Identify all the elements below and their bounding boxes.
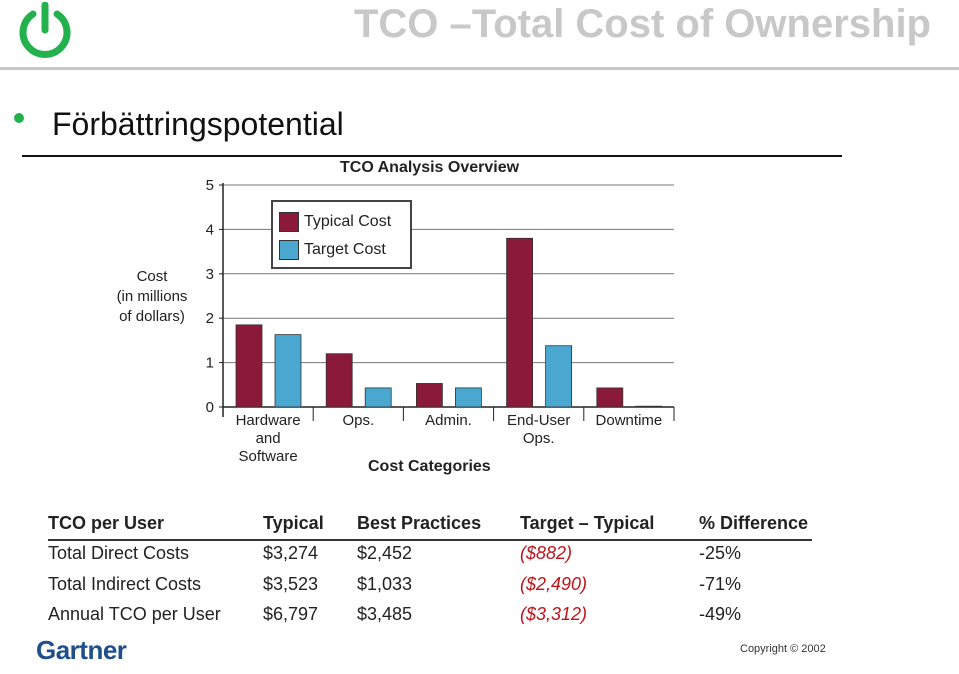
table-header-cell: TCO per User — [48, 513, 165, 533]
x-tick-label: Admin. — [425, 412, 472, 429]
bar — [364, 387, 392, 408]
page-title: TCO –Total Cost of Ownership — [353, 2, 931, 46]
x-tick-label: Ops. — [342, 412, 374, 429]
table-cell: ($882) — [520, 543, 573, 563]
x-tick-label: Software — [238, 448, 297, 465]
gartner-logo: Gartner — [36, 635, 127, 665]
title-divider — [0, 67, 959, 70]
table-header-cell: Target – Typical — [520, 513, 655, 533]
y-axis-label-line: of dollars) — [119, 308, 185, 325]
table-row: Total Indirect Costs $3,523 $1,033 ($2,4… — [48, 574, 848, 602]
y-tick-label: 5 — [206, 177, 214, 194]
table-cell: $1,033 — [357, 574, 413, 594]
y-tick-label: 3 — [206, 266, 214, 283]
x-tick-label: Ops. — [523, 430, 555, 447]
table-cell: Total Direct Costs — [48, 543, 190, 563]
chart-legend: Typical Cost Target Cost — [271, 200, 412, 269]
y-axis-label-line: (in millions — [116, 288, 188, 305]
legend-label: Typical Cost — [304, 213, 392, 230]
copyright-text: Copyright © 2002 — [740, 643, 826, 655]
x-tick-label: Hardware — [236, 412, 301, 429]
bar — [415, 383, 443, 408]
table-cell: $6,797 — [263, 604, 319, 624]
x-tick-label: Downtime — [596, 412, 663, 429]
bar — [235, 324, 263, 408]
table-header-cell: Typical — [263, 513, 324, 533]
table-cell: -49% — [699, 604, 742, 624]
table-cell: ($2,490) — [520, 574, 588, 594]
bar — [454, 387, 482, 408]
y-axis-label: Cost (in millions of dollars) — [102, 267, 202, 327]
y-tick-label: 1 — [206, 355, 214, 372]
y-tick-label: 2 — [206, 310, 214, 327]
bar — [506, 237, 534, 408]
legend-item-typical: Typical Cost — [279, 211, 391, 233]
legend-item-target: Target Cost — [279, 239, 386, 261]
table-row: Annual TCO per User $6,797 $3,485 ($3,31… — [48, 604, 848, 632]
table-cell: ($3,312) — [520, 604, 588, 624]
bar — [596, 387, 624, 408]
tco-figure: TCO Analysis Overview Cost (in millions … — [22, 157, 877, 672]
table-cell: -71% — [699, 574, 742, 594]
table-cell: -25% — [699, 543, 742, 563]
bullet-dot-icon — [14, 113, 24, 123]
bar — [545, 345, 572, 408]
x-tick-label: and — [256, 430, 281, 447]
y-tick-label: 4 — [206, 221, 214, 238]
bar — [274, 334, 302, 408]
power-icon — [19, 2, 71, 58]
legend-swatch-typical — [279, 212, 299, 232]
y-axis-label-line: Cost — [136, 268, 168, 285]
legend-swatch-target — [279, 240, 299, 260]
table-header-row: TCO per User Typical Best Practices Targ… — [48, 513, 848, 541]
bar — [325, 353, 353, 408]
table-cell: Total Indirect Costs — [48, 574, 202, 594]
table-header-cell: Best Practices — [357, 513, 482, 533]
bullet-text: Förbättringspotential — [52, 106, 344, 142]
table-cell: $2,452 — [357, 543, 413, 563]
y-tick-label: 0 — [206, 399, 214, 416]
x-tick-label: End-User — [507, 412, 570, 429]
table-cell: $3,523 — [263, 574, 319, 594]
bar — [635, 405, 663, 408]
table-header-cell: % Difference — [699, 513, 809, 533]
table-cell: Annual TCO per User — [48, 604, 221, 624]
x-axis-label: Cost Categories — [368, 458, 491, 475]
table-row: Total Direct Costs $3,274 $2,452 ($882) … — [48, 543, 848, 571]
table-cell: $3,485 — [357, 604, 413, 624]
table-cell: $3,274 — [263, 543, 319, 563]
legend-label: Target Cost — [304, 241, 386, 258]
figure-top-rule — [22, 155, 842, 157]
table-header-rule — [48, 539, 812, 541]
chart-title: TCO Analysis Overview — [340, 159, 520, 176]
